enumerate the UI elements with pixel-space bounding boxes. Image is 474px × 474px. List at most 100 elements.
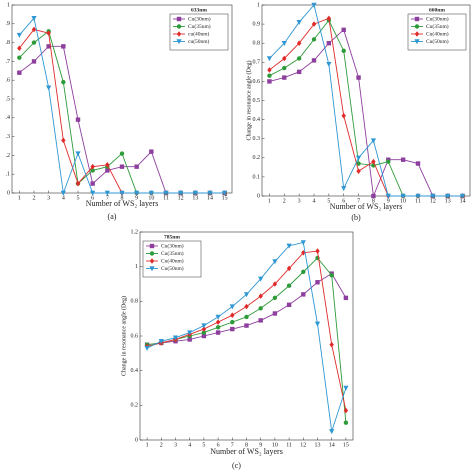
- marker: [201, 333, 207, 339]
- marker: [356, 168, 361, 174]
- legend-label: Cu(35nm): [161, 250, 184, 257]
- marker: [17, 70, 22, 75]
- legend-marker: [176, 39, 182, 45]
- x-tick-label: 9: [259, 442, 262, 448]
- x-tick-label: 11: [415, 198, 421, 204]
- x-tick-label: 8: [245, 442, 248, 448]
- y-tick-label: 0.1: [253, 174, 261, 180]
- series-line: [19, 45, 225, 194]
- marker: [286, 283, 292, 288]
- marker: [301, 269, 306, 275]
- y-tick-label: 0.6: [253, 79, 261, 85]
- x-tick-label: 14: [329, 442, 335, 448]
- marker: [90, 168, 95, 173]
- y-tick-label: 0: [257, 193, 260, 199]
- y-tick-label: 0.4: [131, 368, 139, 374]
- marker: [201, 326, 207, 332]
- marker: [46, 85, 52, 91]
- x-tick-label: 5: [327, 198, 330, 204]
- marker: [119, 164, 125, 169]
- marker: [17, 55, 22, 60]
- x-tick-label: 8: [372, 198, 375, 204]
- x-tick-label: 12: [178, 195, 184, 201]
- x-tick-label: 3: [174, 442, 177, 448]
- marker: [356, 75, 361, 80]
- marker: [415, 193, 421, 199]
- x-axis-label: Number of WS₂ layers: [86, 199, 159, 208]
- x-tick-label: 5: [77, 195, 80, 201]
- marker: [75, 180, 81, 187]
- x-tick-label: 4: [188, 442, 191, 448]
- x-tick-label: 7: [231, 442, 234, 448]
- marker: [134, 190, 140, 196]
- y-tick-label: 0.4: [253, 117, 261, 123]
- legend-label: Cu(35nm): [188, 23, 211, 30]
- marker: [172, 335, 179, 341]
- legend-marker: [176, 31, 182, 37]
- y-tick-label: 0.8: [253, 41, 261, 47]
- marker: [244, 323, 249, 328]
- y-tick-label: .7: [6, 59, 11, 65]
- marker: [90, 190, 96, 196]
- marker: [266, 56, 273, 62]
- marker: [17, 45, 22, 52]
- y-tick-label: 0.2: [131, 403, 139, 409]
- marker: [385, 193, 391, 199]
- x-tick-label: 1: [18, 195, 21, 201]
- x-axis-label: Number of WS₂ layers: [210, 447, 283, 456]
- marker: [400, 193, 406, 199]
- marker: [296, 19, 302, 25]
- x-tick-label: 11: [286, 442, 292, 448]
- marker: [243, 292, 250, 298]
- x-tick-label: 14: [207, 195, 213, 201]
- x-tick-label: 6: [217, 442, 220, 448]
- y-tick-label: 0.8: [131, 299, 139, 305]
- y-tick-label: 1.2: [131, 229, 139, 235]
- caption: (b): [351, 213, 361, 222]
- x-tick-label: 13: [445, 198, 451, 204]
- marker: [230, 319, 235, 325]
- marker: [315, 248, 320, 254]
- marker: [326, 62, 332, 68]
- y-tick-label: .6: [6, 78, 11, 84]
- marker: [46, 44, 51, 49]
- legend-label: Cu(35nm): [426, 23, 449, 30]
- series-line: [269, 29, 463, 198]
- marker: [215, 314, 221, 320]
- marker: [201, 323, 207, 329]
- marker: [282, 55, 287, 62]
- marker: [267, 67, 272, 73]
- marker: [311, 37, 317, 42]
- x-tick-label: 9: [135, 195, 138, 201]
- x-tick-label: 13: [315, 442, 321, 448]
- marker: [134, 164, 139, 169]
- marker: [31, 15, 37, 21]
- marker: [230, 326, 235, 332]
- x-tick-label: 11: [163, 195, 169, 201]
- legend-label: cu(40nm): [188, 30, 210, 37]
- x-tick-label: 2: [283, 198, 286, 204]
- marker: [386, 159, 391, 164]
- legend-label: Cu(40nm): [161, 257, 184, 264]
- y-tick-label: 0: [7, 190, 10, 196]
- legend-marker: [149, 266, 155, 272]
- marker: [244, 303, 249, 310]
- marker: [314, 321, 321, 327]
- marker: [343, 420, 349, 425]
- marker: [16, 32, 22, 38]
- legend-marker: [149, 251, 155, 256]
- marker: [201, 330, 207, 335]
- marker: [148, 190, 154, 196]
- y-tick-label: .2: [6, 153, 11, 159]
- legend-title: 633nm: [191, 7, 207, 13]
- marker: [415, 161, 421, 166]
- marker: [222, 190, 228, 196]
- marker: [311, 21, 317, 27]
- marker: [267, 79, 272, 84]
- marker: [459, 193, 466, 199]
- y-tick-label: 1: [257, 2, 260, 8]
- x-axis-label: Number of WS₂ layers: [330, 202, 403, 211]
- legend-marker: [414, 31, 420, 37]
- legend-marker: [414, 24, 420, 29]
- marker: [119, 190, 125, 196]
